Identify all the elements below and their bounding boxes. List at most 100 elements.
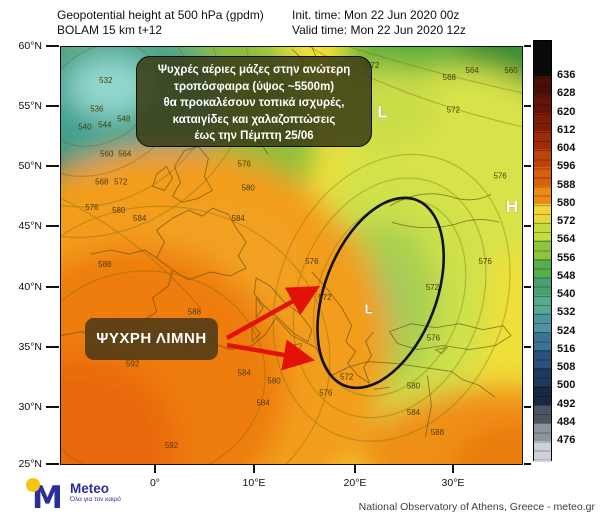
lat-tick: [524, 165, 531, 167]
contour-label: 536: [90, 105, 104, 114]
colorbar-segment: [534, 222, 551, 241]
lat-tick: [524, 45, 531, 47]
annotation-line: θα προκαλέσουν τοπικά ισχυρές,: [163, 97, 345, 110]
colorbar-tick-label: 524: [557, 324, 576, 337]
meteo-logo: M Meteo Όλα για τον καιρό: [26, 476, 121, 518]
lon-tick: [452, 465, 454, 473]
colorbar-segment: [534, 130, 551, 149]
contour-label: 544: [98, 121, 112, 130]
colorbar-segment: [534, 404, 551, 423]
lat-tick-label: 25°N: [18, 458, 42, 470]
colorbar-segment: [534, 203, 551, 222]
contour-value-labels: 532 536 540 544 548 560 564 568 572 576 580 584 588 5…: [78, 61, 518, 450]
lat-tick: [46, 286, 59, 288]
colorbar-tick-label: 516: [557, 342, 576, 355]
lat-tick: [524, 105, 531, 107]
cold-pool-ellipse-annotation: [316, 196, 446, 390]
colorbar-tick-label: 612: [557, 123, 576, 136]
meteo-logo-mark: M: [26, 476, 70, 518]
colorbar-segment: [534, 167, 551, 186]
colorbar-segment: [534, 276, 551, 295]
lat-tick-label: 55°N: [18, 100, 42, 112]
lat-tick: [46, 406, 59, 408]
lat-tick-label: 35°N: [18, 341, 42, 353]
contour-label: 588: [188, 308, 202, 317]
annotation-line: καταιγίδες και χαλαζοπτώσεις: [172, 113, 336, 126]
colorbar-separators: [534, 41, 551, 460]
contour-label: 588: [431, 428, 445, 437]
colorbar-segment: [534, 41, 551, 76]
chart-title: Geopotential height at 500 hPa (gpdm): [57, 8, 264, 22]
lat-tick: [46, 346, 59, 348]
contour-label: 568: [443, 73, 457, 82]
colorbar-tick-label: 492: [557, 397, 576, 410]
contour-label: 584: [407, 408, 421, 417]
colorbar-tick-label: 604: [557, 142, 576, 154]
contour-label: 540: [78, 123, 92, 132]
colorbar-segment: [534, 349, 551, 368]
lon-tick: [354, 465, 356, 473]
lat-tick-label: 40°N: [18, 281, 42, 293]
pressure-center-markers: L H L: [364, 102, 518, 317]
contour-label: 592: [126, 359, 140, 368]
cold-pool-label-box: ΨΥΧΡΗ ΛΙΜΝΗ: [85, 318, 218, 360]
init-time-label: Init. time: Mon 22 Jun 2020 00z: [292, 8, 460, 22]
colorbar-tick-label: 484: [557, 415, 576, 428]
colorbar-segment: [534, 149, 551, 168]
lat-tick: [524, 406, 531, 408]
pressure-marker-L: L: [365, 302, 373, 317]
lat-tick: [46, 225, 59, 227]
lon-tick-label: 20°E: [343, 477, 367, 489]
contour-label: 588: [98, 260, 112, 269]
annotation-line: Ψυχρές αέριες μάζες στην ανώτερη: [157, 64, 351, 76]
contour-label: 572: [114, 177, 128, 186]
lat-tick: [524, 346, 531, 348]
lat-tick: [46, 105, 59, 107]
lat-tick-label: 30°N: [18, 401, 42, 413]
annotation-line: τροπόσφαιρα (ύψος ~5500m): [173, 80, 335, 93]
contour-label: 572: [447, 106, 461, 115]
lat-tick-label: 50°N: [18, 160, 42, 172]
contour-label: 580: [242, 183, 256, 192]
contour-label: 584: [256, 398, 270, 407]
contour-label: 560: [504, 66, 518, 75]
colorbar-tick-label: 548: [557, 269, 576, 282]
lon-tick-label: 10°E: [242, 477, 266, 489]
colorbar-segment: [534, 185, 551, 204]
logo-name: Meteo: [70, 481, 110, 496]
contour-label: 580: [112, 206, 126, 215]
colorbar-tick-label: 620: [557, 105, 576, 118]
cold-pool-label: ΨΥΧΡΗ ΛΙΜΝΗ: [96, 330, 207, 347]
logo-sun-icon: [26, 478, 40, 492]
contour-lines: [61, 47, 522, 464]
contour-label: 572: [318, 293, 332, 302]
colorbar-tick-label: 580: [557, 196, 576, 209]
annotation-line: έως την Πέμπτη 25/06: [194, 130, 314, 143]
colorbar-tick-label: 476: [557, 434, 576, 446]
colorbar-segment: [534, 240, 551, 259]
contour-label: 584: [232, 214, 246, 223]
colorbar-tick-label: 636: [557, 69, 576, 81]
contour-label: 564: [118, 149, 132, 158]
contour-label: 548: [117, 115, 131, 124]
colorbar-segment: [534, 386, 551, 405]
colorbar-segment: [534, 295, 551, 314]
contour-label: 576: [305, 257, 319, 266]
lon-tick: [154, 465, 156, 473]
colorbar-tick-label: 588: [557, 178, 576, 191]
colorbar-segment: [534, 441, 551, 462]
colorbar-segment: [534, 422, 551, 441]
colorbar-tick-label: 500: [557, 379, 576, 392]
lat-tick: [524, 286, 531, 288]
contour-label: 576: [479, 257, 493, 266]
lat-tick-label: 60°N: [18, 40, 42, 52]
contour-label: 560: [100, 149, 114, 158]
model-run-label: BOLAM 15 km t+12: [57, 23, 163, 37]
colorbar: [533, 40, 552, 462]
lat-tick: [524, 225, 531, 227]
contour-label: 580: [267, 376, 281, 385]
lat-tick: [46, 463, 59, 465]
colorbar-segment: [534, 368, 551, 387]
contour-label: 572: [340, 372, 354, 381]
